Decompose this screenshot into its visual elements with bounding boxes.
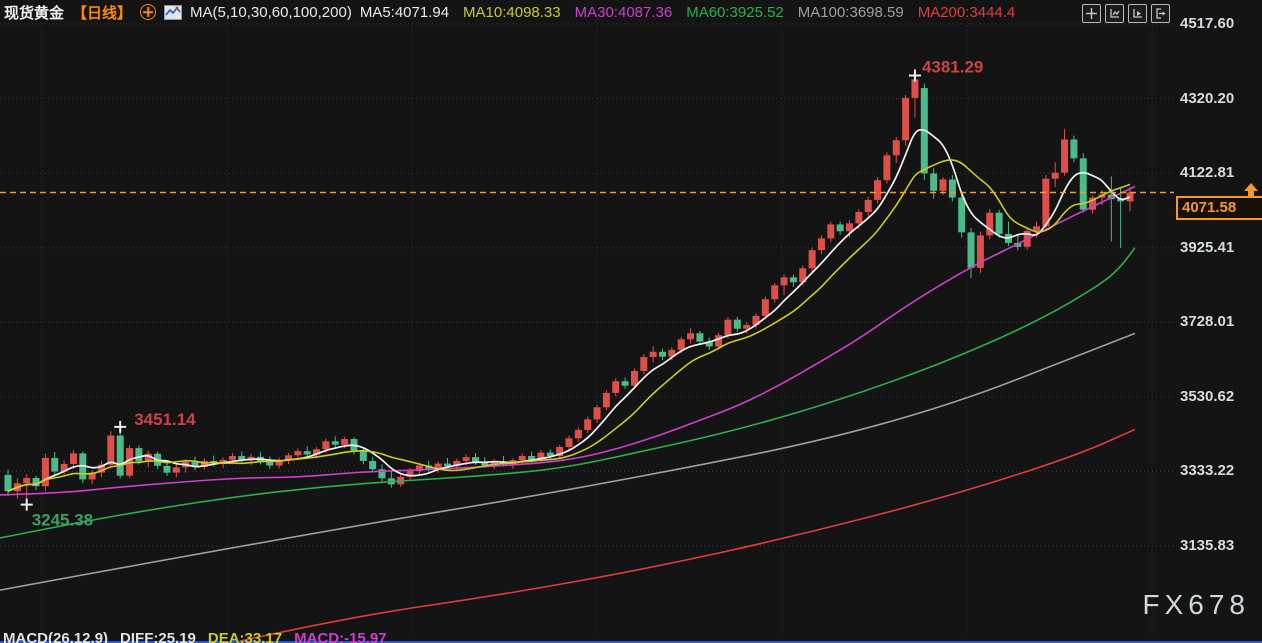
chart-toolbar	[1082, 4, 1170, 23]
y-axis-price-label: 3925.41	[1180, 238, 1235, 256]
ma60-line	[0, 247, 1136, 539]
y-axis-price-label: 3728.01	[1180, 313, 1235, 331]
ma5-line	[7, 128, 1131, 492]
price-annotation: 3451.14	[134, 410, 196, 429]
watermark-fx678: FX678	[1142, 589, 1250, 620]
ma10-line	[7, 159, 1131, 492]
period-label: 【日线】	[72, 4, 133, 22]
macd-value-label: DIFF:25.19	[120, 630, 196, 643]
ma100-line	[0, 332, 1136, 591]
ma-value-label: MA10:4098.33	[463, 3, 561, 21]
y-axis-price-label: 4122.81	[1180, 164, 1235, 182]
move-icon[interactable]	[1082, 4, 1101, 23]
price-annotation: 3245.38	[32, 511, 93, 530]
ma-value-label: MA100:3698.59	[797, 3, 904, 21]
macd-indicator-bar: MACD(26,12,9) DIFF:25.19 DEA:33.17 MACD:-15…	[3, 630, 387, 643]
chart-header: 现货黄金 【日线】 MA(5,10,30,60,100,200) MA5:407…	[4, 2, 1015, 22]
candlestick-layer	[4, 75, 1134, 505]
macd-value-label: MACD(26,12,9)	[3, 630, 109, 643]
annotations: 4381.29 3451.14 3245.38	[20, 57, 983, 530]
current-price-tag: 4071.58	[1176, 196, 1262, 220]
y-axis-price-label: 4517.60	[1180, 15, 1235, 32]
y-axis-price-label: 3333.22	[1180, 462, 1235, 480]
ma-group-label: MA(5,10,30,60,100,200)	[190, 3, 352, 21]
price-up-arrow-icon	[1244, 183, 1258, 196]
crosshair-toggle-icon[interactable]	[140, 4, 157, 20]
ma30-line	[0, 185, 1136, 496]
ma-value-label: MA30:4087.36	[574, 3, 673, 21]
macd-value-label: MACD:-15.97	[294, 630, 387, 643]
indicator-chart-icon[interactable]	[164, 4, 183, 20]
y-axis-price-label: 3530.62	[1180, 387, 1235, 405]
macd-value-label: DEA:33.17	[207, 630, 283, 643]
y-axis-price-label: 3135.83	[1180, 537, 1235, 554]
ma-value-label: MA5:4071.94	[359, 3, 450, 21]
price-annotation: 4381.29	[922, 57, 983, 76]
pane-divider-line	[0, 641, 1262, 643]
y-axis-price-label: 4320.20	[1180, 89, 1235, 107]
ma-value-label: MA200:3444.4	[917, 3, 1016, 21]
symbol-name: 现货黄金	[4, 4, 65, 22]
vertical-gridlines	[41, 18, 1153, 636]
exit-chart-icon[interactable]	[1151, 4, 1170, 23]
ma200-line	[239, 428, 1136, 642]
axis-play-icon[interactable]	[1128, 4, 1147, 23]
ma-value-label: MA60:3925.52	[686, 3, 784, 21]
ma-values: MA5:4071.94 MA10:4098.33 MA30:4087.36 MA60:…	[360, 4, 1015, 21]
axis-scale-icon[interactable]	[1105, 4, 1124, 23]
